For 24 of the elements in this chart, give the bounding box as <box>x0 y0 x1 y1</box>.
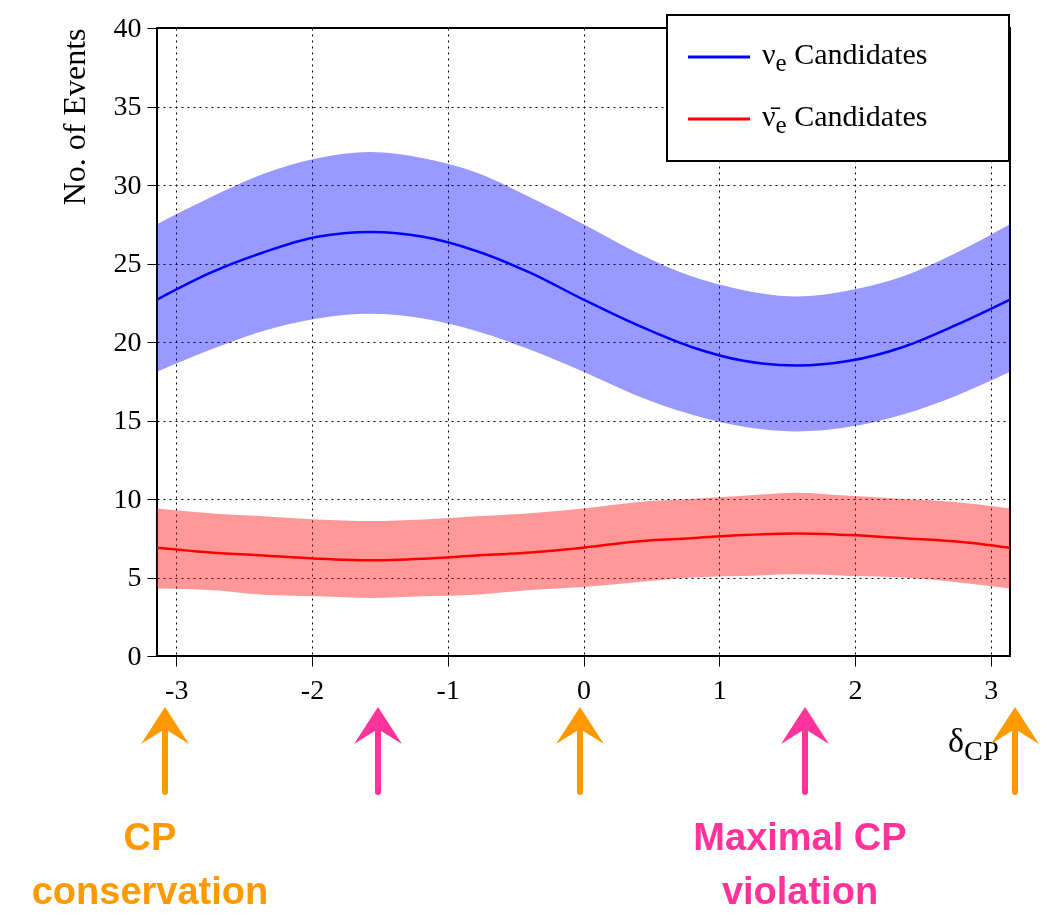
y-tick-label: 25 <box>113 247 142 278</box>
y-tick-label: 5 <box>127 561 142 592</box>
line-series <box>157 532 1010 562</box>
y-tick-label: 20 <box>113 325 142 357</box>
y-tick-label: 10 <box>113 482 142 514</box>
legend-label: ν̄$_{e}$ Candidates <box>762 99 928 139</box>
text: Maximal CP violation <box>692 815 908 914</box>
x-tick-label: 3 <box>984 673 999 705</box>
y-tick-label: 30 <box>113 168 142 200</box>
y-tick-label: 35 <box>113 90 142 121</box>
y-tick-label: 0 <box>127 639 142 671</box>
x-tick-label: -3 <box>165 673 189 705</box>
y-tick-label: 15 <box>113 404 142 435</box>
x-tick-label: 2 <box>848 673 863 705</box>
y-tick-label: 40 <box>113 11 142 43</box>
x-tick-label: 0 <box>577 673 591 705</box>
line-series <box>157 230 1010 367</box>
legend-label: ν$_{e}$ Candidates <box>762 37 928 77</box>
x-tick-label: -1 <box>436 673 460 705</box>
x-axis-title: δ$_{CP}$ <box>948 722 999 767</box>
y-axis-title: No. of Events <box>55 28 92 206</box>
x-tick-label: -2 <box>300 673 325 705</box>
x-tick-label: 1 <box>712 673 727 705</box>
text: CP conservation <box>30 815 270 914</box>
